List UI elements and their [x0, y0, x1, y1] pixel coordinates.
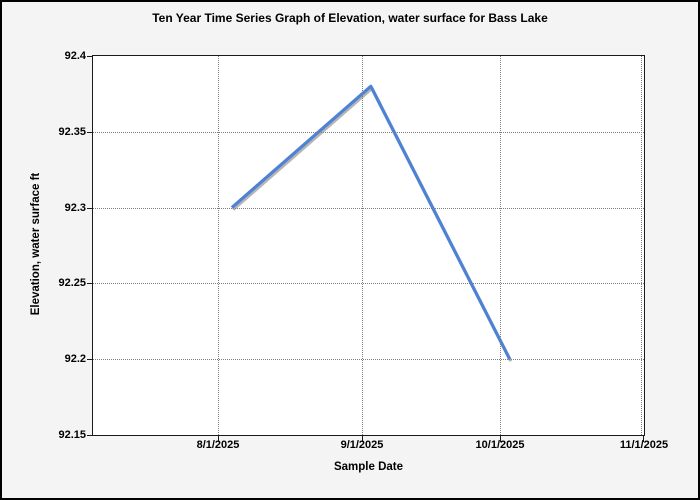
y-gridline	[93, 359, 644, 360]
y-tick-mark	[87, 208, 93, 209]
x-gridline	[641, 56, 642, 435]
series-line	[230, 84, 512, 360]
x-tick-mark	[643, 436, 644, 442]
y-tick-mark	[87, 56, 93, 57]
x-tick-mark	[362, 436, 363, 442]
x-gridline	[362, 56, 363, 435]
y-gridline	[93, 283, 644, 284]
x-tick-label: 10/1/2025	[475, 439, 525, 451]
x-tick-label: 11/1/2025	[619, 439, 669, 451]
plot-area	[92, 55, 645, 436]
y-tick-label: 92.4	[64, 50, 86, 62]
y-tick-mark	[87, 283, 93, 284]
y-tick-mark	[87, 359, 93, 360]
y-tick-label: 92.3	[64, 202, 86, 214]
x-gridline	[500, 56, 501, 435]
x-gridline	[218, 56, 219, 435]
y-gridline	[93, 208, 644, 209]
y-tick-mark	[87, 435, 93, 436]
y-tick-label: 92.2	[64, 353, 86, 365]
y-tick-label: 92.15	[58, 429, 86, 441]
y-tick-label: 92.35	[58, 126, 86, 138]
line-series	[230, 84, 513, 362]
series-shadow	[232, 86, 513, 362]
x-axis-title: Sample Date	[333, 461, 404, 473]
x-tick-mark	[500, 436, 501, 442]
y-gridline	[93, 132, 644, 133]
y-axis-title: Elevation, water surface ft	[30, 172, 42, 316]
x-tick-label: 9/1/2025	[340, 439, 384, 451]
y-tick-mark	[87, 132, 93, 133]
y-tick-label: 92.25	[58, 277, 86, 289]
x-tick-mark	[218, 436, 219, 442]
x-tick-label: 8/1/2025	[196, 439, 240, 451]
chart-title: Ten Year Time Series Graph of Elevation,…	[152, 11, 548, 25]
